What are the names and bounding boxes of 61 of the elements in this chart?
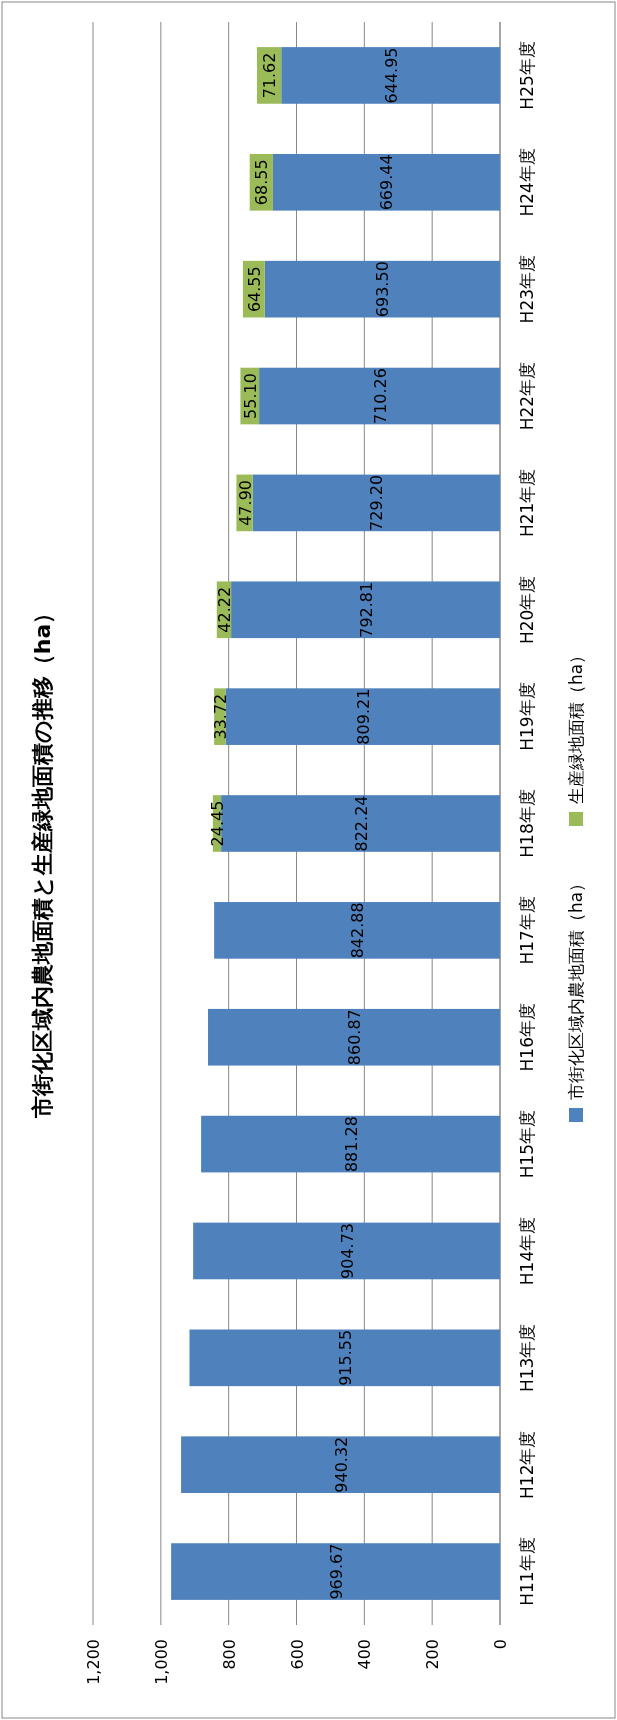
bar xyxy=(201,1115,500,1173)
data-label: 68.55 xyxy=(252,159,272,206)
bar xyxy=(281,47,500,104)
y-tick-label: H12年度 xyxy=(517,1430,537,1499)
y-tick-label: H16年度 xyxy=(517,1003,537,1072)
y-tick-label: H22年度 xyxy=(517,361,537,431)
x-tick-label: 0 xyxy=(491,1639,510,1650)
bar xyxy=(189,1329,500,1387)
data-label: 710.26 xyxy=(370,368,390,425)
data-label: 842.88 xyxy=(348,902,368,959)
data-label: 33.72 xyxy=(210,693,230,740)
data-label: 47.90 xyxy=(235,479,255,526)
bar xyxy=(193,1222,500,1280)
y-tick-label: H19年度 xyxy=(517,682,537,751)
x-tick-label: 600 xyxy=(287,1639,307,1670)
x-tick-label: 1,000 xyxy=(151,1639,171,1685)
bar xyxy=(225,688,500,745)
y-tick-label: H14年度 xyxy=(517,1216,537,1286)
y-tick-label: H18年度 xyxy=(517,789,537,858)
text: 市街化区域内農地面積と生産緑地面積の推移（ha） xyxy=(30,601,55,1120)
data-label: 64.55 xyxy=(244,266,264,313)
y-tick-label: H15年度 xyxy=(517,1109,537,1179)
x-tick-label: 200 xyxy=(423,1639,443,1670)
bar xyxy=(231,581,500,639)
y-tick-label: H11年度 xyxy=(517,1537,537,1606)
bar xyxy=(252,474,500,532)
data-label: 729.20 xyxy=(367,474,387,531)
data-label: 822.24 xyxy=(351,795,371,852)
y-tick-label: H13年度 xyxy=(517,1323,537,1393)
bar xyxy=(181,1436,500,1494)
data-label: 915.55 xyxy=(335,1329,355,1386)
data-label: 881.28 xyxy=(341,1116,361,1173)
y-tick-label: H20年度 xyxy=(517,575,537,644)
x-tick-label: 1,200 xyxy=(84,1639,103,1685)
data-label: 71.62 xyxy=(260,52,280,99)
bar xyxy=(272,153,500,211)
bar xyxy=(214,902,500,959)
bar xyxy=(171,1543,500,1600)
data-label: 792.81 xyxy=(356,581,376,638)
y-tick-label: H17年度 xyxy=(517,896,537,965)
data-label: 860.87 xyxy=(345,1009,365,1066)
bar xyxy=(259,367,500,425)
bar xyxy=(221,795,500,852)
y-tick-label: H24年度 xyxy=(517,148,537,217)
y-tick-label: H21年度 xyxy=(517,468,537,538)
data-label: 693.50 xyxy=(373,261,393,318)
data-label: 644.95 xyxy=(381,47,401,104)
bar xyxy=(264,260,500,318)
data-label: 904.73 xyxy=(337,1222,357,1279)
data-label: 969.67 xyxy=(326,1543,346,1600)
data-label: 24.45 xyxy=(207,800,227,847)
data-label: 55.10 xyxy=(240,373,260,419)
data-label: 940.32 xyxy=(331,1436,351,1493)
data-label: 669.44 xyxy=(377,154,397,211)
x-tick-label: 400 xyxy=(355,1639,375,1670)
bar xyxy=(208,1008,500,1066)
data-label: 42.22 xyxy=(214,586,234,633)
y-tick-label: H23年度 xyxy=(517,254,537,324)
data-label: 809.21 xyxy=(353,688,373,745)
y-tick-label: H25年度 xyxy=(517,41,537,110)
x-tick-label: 800 xyxy=(219,1639,239,1670)
